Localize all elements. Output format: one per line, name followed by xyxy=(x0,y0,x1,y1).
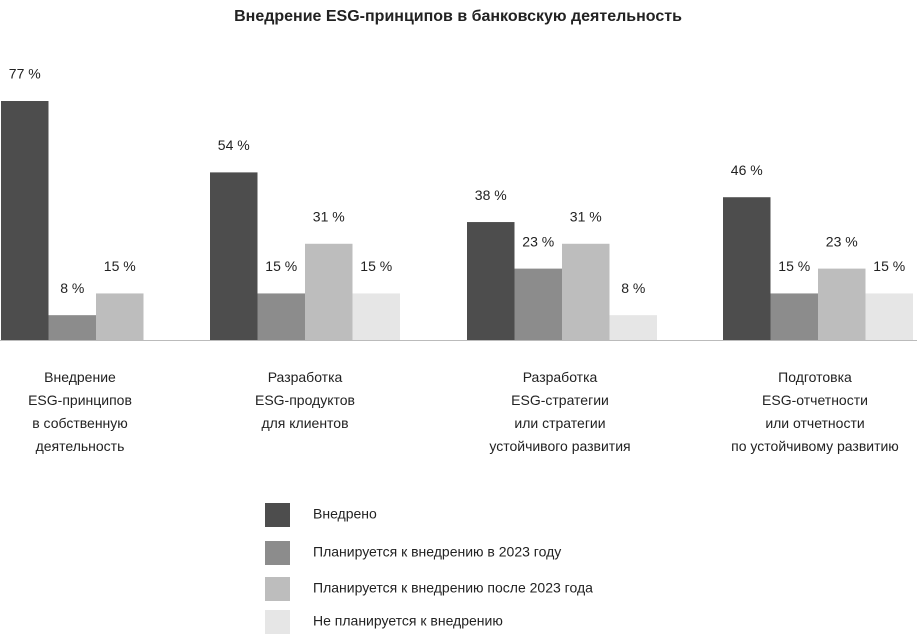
legend-label: Внедрено xyxy=(313,506,377,522)
legend-label: Планируется к внедрению в 2023 году xyxy=(313,544,561,560)
bar xyxy=(609,315,657,340)
value-label: 8 % xyxy=(60,280,84,296)
chart-title: Внедрение ESG-принципов в банковскую дея… xyxy=(234,8,682,25)
bar xyxy=(257,293,305,340)
bar xyxy=(96,293,144,340)
x-tick-label: Подготовка ESG-отчетности или отчетности по… xyxy=(731,369,899,454)
bar xyxy=(352,293,400,340)
value-label: 15 % xyxy=(360,258,392,274)
x-tick-label: Разработка ESG-продуктов для клиентов xyxy=(255,369,355,431)
value-label: 54 % xyxy=(218,137,250,153)
bar xyxy=(770,293,818,340)
value-label: 15 % xyxy=(104,258,136,274)
value-label: 15 % xyxy=(873,258,905,274)
bar xyxy=(562,243,610,340)
value-label: 31 % xyxy=(313,208,345,224)
value-label: 15 % xyxy=(265,258,297,274)
x-tick-label: Разработка ESG-стратегии или стратегии усто… xyxy=(489,369,630,454)
bar xyxy=(514,268,562,340)
legend-swatch xyxy=(265,610,290,634)
legend-swatch xyxy=(265,541,290,565)
value-label: 31 % xyxy=(570,208,602,224)
x-tick-label: Внедрение ESG-принципов в собственную деяте… xyxy=(28,369,132,454)
legend-label: Планируется к внедрению после 2023 года xyxy=(313,580,593,596)
value-label: 46 % xyxy=(731,162,763,178)
legend-swatch xyxy=(265,503,290,527)
value-label: 23 % xyxy=(826,233,858,249)
bar xyxy=(865,293,913,340)
legend-label: Не планируется к внедрению xyxy=(313,613,503,629)
value-label: 23 % xyxy=(522,233,554,249)
bar xyxy=(1,101,49,340)
value-label: 8 % xyxy=(621,280,645,296)
bar xyxy=(723,197,771,340)
bar xyxy=(210,172,258,340)
bar xyxy=(467,222,515,340)
value-label: 38 % xyxy=(475,187,507,203)
legend-swatch xyxy=(265,577,290,601)
bar xyxy=(818,268,866,340)
bar xyxy=(305,243,353,340)
value-label: 77 % xyxy=(9,66,41,82)
bar xyxy=(48,315,96,340)
value-label: 15 % xyxy=(778,258,810,274)
